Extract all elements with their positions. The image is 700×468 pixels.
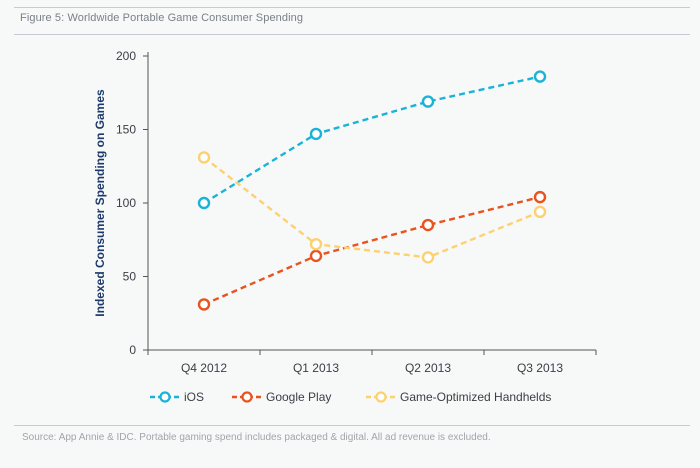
legend-label: Game-Optimized Handhelds [400,390,551,404]
data-point [421,218,435,232]
series-line-0 [203,75,541,205]
series-line-1 [203,195,541,306]
data-point [533,205,547,219]
series-line-2 [203,156,541,259]
y-axis-label: Indexed Consumer Spending on Games [93,89,107,317]
data-point [309,249,323,263]
data-point [309,237,323,251]
legend-marker [241,391,253,403]
y-tick-label: 200 [116,49,136,63]
data-point [533,190,547,204]
x-tick-label: Q4 2012 [181,361,227,375]
figure-title: Figure 5: Worldwide Portable Game Consum… [20,12,304,24]
y-tick-label: 100 [116,196,136,210]
legend-marker [375,391,387,403]
legend-label: Google Play [266,390,331,404]
y-tick-label: 50 [123,270,137,284]
title-rule [14,34,690,35]
y-tick-label: 0 [129,343,136,357]
data-point [309,127,323,141]
top-rule [14,7,690,8]
x-tick-label: Q1 2013 [293,361,339,375]
data-point [421,95,435,108]
data-point [197,151,211,164]
x-tick-label: Q3 2013 [517,361,563,375]
legend-marker [159,391,171,403]
legend-label: iOS [184,390,204,404]
y-tick-label: 150 [116,123,136,137]
data-point [421,251,435,264]
data-point [197,196,211,210]
footer-rule [14,425,690,426]
data-point [533,70,547,83]
x-tick-label: Q2 2013 [405,361,451,375]
source-note: Source: App Annie & IDC. Portable gaming… [22,432,491,443]
data-point [197,298,211,311]
